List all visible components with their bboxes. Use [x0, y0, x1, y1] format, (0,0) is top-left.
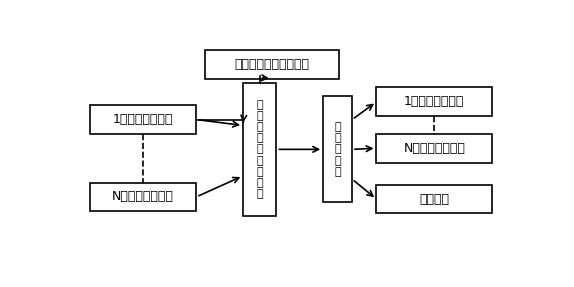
FancyBboxPatch shape	[377, 134, 492, 163]
Text: 智
能
灭
火
装
置
控
制
器: 智 能 灭 火 装 置 控 制 器	[257, 100, 263, 199]
FancyBboxPatch shape	[243, 83, 277, 216]
Text: 1区火灾警报装置: 1区火灾警报装置	[404, 95, 464, 108]
Text: N区红外探测组件: N区红外探测组件	[112, 190, 174, 203]
Text: 联
动
控
制
器: 联 动 控 制 器	[334, 122, 341, 177]
Text: 联动设备: 联动设备	[419, 193, 449, 205]
FancyBboxPatch shape	[205, 50, 339, 79]
FancyBboxPatch shape	[377, 88, 492, 116]
FancyBboxPatch shape	[90, 105, 196, 134]
Text: 图形显示设备和打印机: 图形显示设备和打印机	[234, 58, 309, 71]
Text: 1区红外探测组件: 1区红外探测组件	[113, 113, 173, 126]
FancyBboxPatch shape	[323, 96, 352, 202]
Text: N区火灾警报装置: N区火灾警报装置	[404, 142, 466, 155]
FancyBboxPatch shape	[90, 183, 196, 211]
FancyBboxPatch shape	[377, 185, 492, 214]
